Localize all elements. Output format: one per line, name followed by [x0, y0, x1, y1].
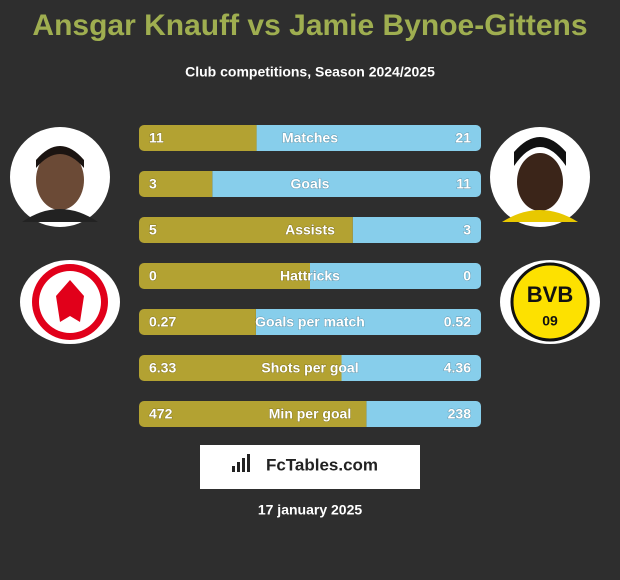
right-value: 0.52: [444, 314, 471, 330]
bar-left: [139, 309, 256, 335]
stat-label: Shots per goal: [261, 360, 358, 376]
stat-label: Min per goal: [269, 406, 351, 422]
stat-label: Hattricks: [280, 268, 340, 284]
right-value: 21: [455, 130, 471, 146]
stat-label: Matches: [282, 130, 338, 146]
bar-left: [139, 401, 367, 427]
left-value: 11: [149, 130, 164, 146]
left-value: 5: [149, 222, 157, 238]
bar-right: [256, 125, 481, 151]
brand-box: [200, 445, 420, 489]
left-value: 0: [149, 268, 157, 284]
svg-text:09: 09: [542, 313, 558, 329]
bar-right: [366, 401, 481, 427]
player-right-photo: [490, 127, 590, 227]
stat-label: Goals per match: [255, 314, 365, 330]
svg-text:BVB: BVB: [527, 282, 573, 307]
bar-left: [139, 217, 353, 243]
brand-name: FcTables.com: [266, 455, 378, 474]
bar-left: [139, 171, 213, 197]
bar-left: [139, 125, 257, 151]
left-value: 3: [149, 176, 157, 192]
brand-icon: [232, 454, 250, 472]
right-value: 0: [463, 268, 471, 284]
bar-right: [212, 171, 481, 197]
date: 17 january 2025: [258, 502, 363, 518]
left-value: 0.27: [149, 314, 176, 330]
stat-label: Goals: [291, 176, 330, 192]
bar-left: [139, 355, 342, 381]
club-right-logo: BVB 09: [500, 260, 600, 344]
club-left-logo: [20, 260, 120, 344]
subtitle: Club competitions, Season 2024/2025: [185, 64, 435, 80]
left-value: 472: [149, 406, 173, 422]
title: Ansgar Knauff vs Jamie Bynoe-Gittens: [32, 9, 587, 42]
bar-right: [255, 309, 481, 335]
right-value: 11: [456, 176, 471, 192]
left-value: 6.33: [149, 360, 176, 376]
bar-left: [139, 263, 310, 289]
right-value: 238: [448, 406, 472, 422]
bar-right: [310, 263, 481, 289]
stat-label: Assists: [285, 222, 335, 238]
right-value: 4.36: [444, 360, 471, 376]
bar-right: [352, 217, 481, 243]
bar-right: [341, 355, 481, 381]
right-value: 3: [463, 222, 471, 238]
stat-rows: 11 Matches 21 3 Goals 11 5 Assists 3 0 Hattricks 0 0…: [139, 125, 481, 427]
player-left-photo: [10, 127, 110, 227]
